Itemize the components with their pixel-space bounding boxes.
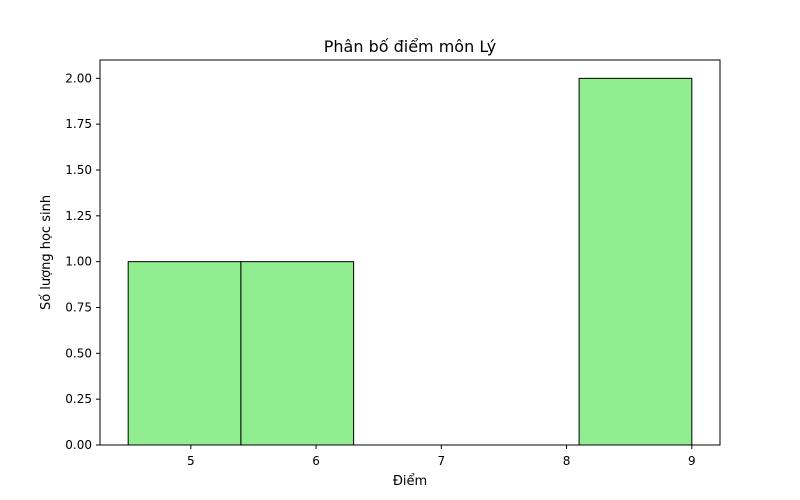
y-axis-ticks: 0.00 0.25 0.50 0.75 1.00 1.25 1.50 1.75 2.00: [65, 71, 100, 452]
plot-area-frame: [99, 59, 721, 446]
x-tick-label: 9: [688, 454, 696, 468]
bars-group: [127, 77, 693, 446]
histogram-bar-1: [240, 261, 355, 446]
histogram-bar-4: [578, 77, 693, 446]
histogram-bar-0: [127, 261, 242, 446]
x-axis-ticks: 5 6 7 8 9: [187, 445, 696, 468]
y-tick-label: 0.75: [65, 301, 92, 315]
y-tick-label: 2.00: [65, 71, 92, 85]
y-tick-label: 1.50: [65, 163, 92, 177]
x-tick-label: 6: [312, 454, 320, 468]
x-tick-label: 8: [563, 454, 571, 468]
x-tick-label: 5: [187, 454, 195, 468]
y-tick-label: 1.75: [65, 117, 92, 131]
x-axis-label: Điểm: [393, 474, 427, 489]
y-tick-label: 1.00: [65, 255, 92, 269]
y-tick-label: 1.25: [65, 209, 92, 223]
y-tick-label: 0.50: [65, 346, 92, 360]
y-tick-label: 0.25: [65, 392, 92, 406]
x-tick-label: 7: [437, 454, 445, 468]
y-axis-label: Số lượng học sinh: [39, 195, 54, 310]
y-tick-label: 0.00: [65, 438, 92, 452]
chart-title: Phân bố điểm môn Lý: [324, 37, 496, 56]
